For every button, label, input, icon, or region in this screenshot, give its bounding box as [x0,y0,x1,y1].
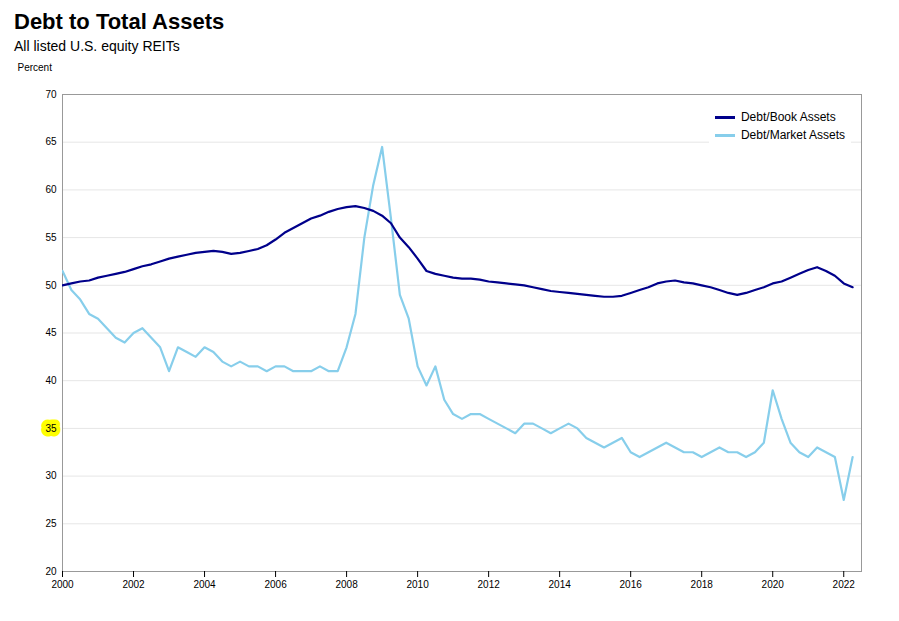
svg-text:2012: 2012 [478,579,501,590]
svg-text:2004: 2004 [193,579,216,590]
html-text:Debt to Total Assets: Debt to Total Assets [14,9,225,34]
svg-text:2010: 2010 [406,579,429,590]
svg-text:2022: 2022 [833,579,856,590]
svg-text:2018: 2018 [691,579,714,590]
html-text:All listed U.S. equity REITs: All listed U.S. equity REITs [14,38,180,54]
svg-text:25: 25 [45,518,57,529]
svg-text:2006: 2006 [264,579,287,590]
html-text:Debt/Market Assets: Debt/Market Assets [741,128,845,142]
svg-text:40: 40 [45,375,57,386]
svg-text:2016: 2016 [620,579,643,590]
svg-text:Percent: Percent [18,62,53,73]
svg-text:50: 50 [45,280,57,291]
svg-text:35: 35 [45,423,57,434]
svg-text:2020: 2020 [762,579,785,590]
svg-text:2014: 2014 [549,579,572,590]
html-text:Debt/Book Assets: Debt/Book Assets [741,110,836,124]
svg-text:65: 65 [45,136,57,147]
svg-text:2000: 2000 [51,579,74,590]
svg-text:30: 30 [45,470,57,481]
svg-text:55: 55 [45,232,57,243]
svg-text:35: 35 [45,423,57,434]
svg-text:2002: 2002 [122,579,145,590]
svg-text:45: 45 [45,327,57,338]
svg-text:20: 20 [45,566,57,577]
svg-text:60: 60 [45,184,57,195]
svg-text:2008: 2008 [335,579,358,590]
svg-text:70: 70 [45,89,57,100]
